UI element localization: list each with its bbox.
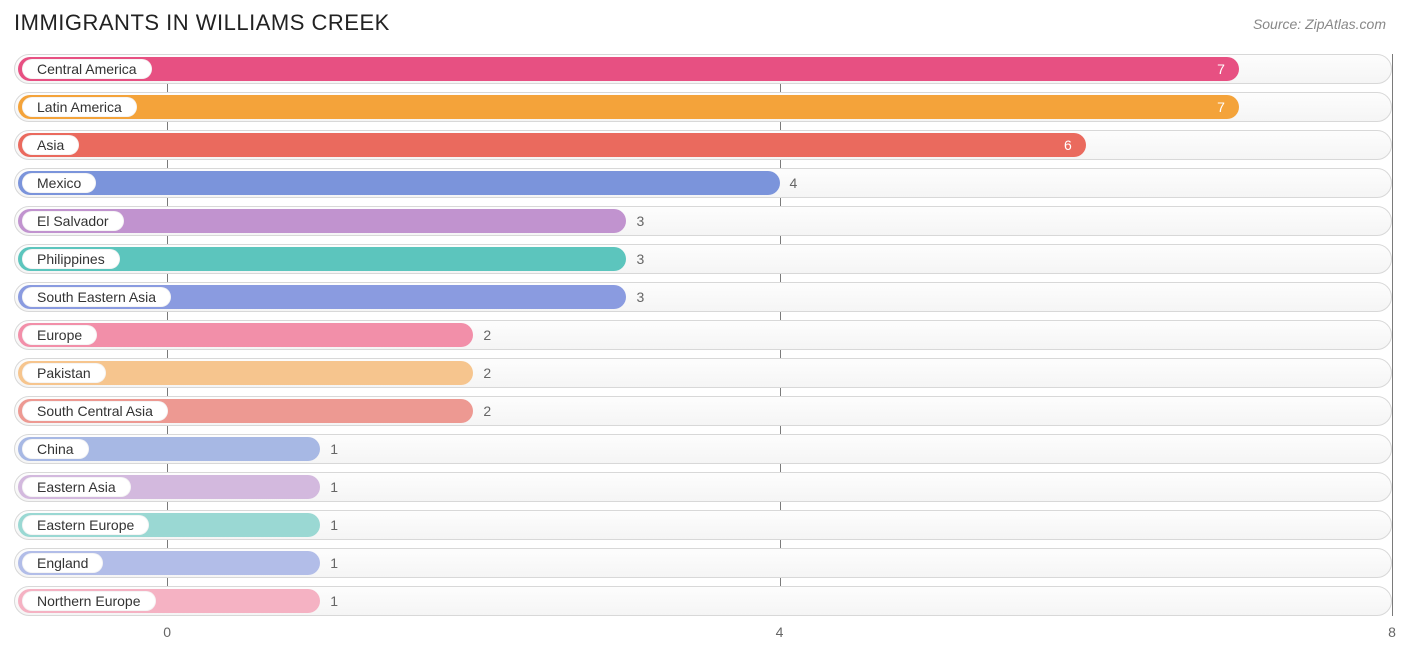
bar-value: 4	[790, 168, 798, 198]
bar-value: 1	[330, 548, 338, 578]
bar-value: 1	[330, 510, 338, 540]
bar-label: Latin America	[22, 97, 137, 117]
bar-row: Northern Europe 1	[14, 586, 1392, 616]
bar-fill	[18, 57, 1239, 81]
bar-row: China 1	[14, 434, 1392, 464]
bar-row: Latin America 7	[14, 92, 1392, 122]
bar-row: Eastern Europe 1	[14, 510, 1392, 540]
bar-value: 1	[330, 434, 338, 464]
bar-fill	[18, 171, 780, 195]
bar-row: Asia 6	[14, 130, 1392, 160]
x-tick: 8	[1388, 624, 1396, 640]
bar-label: Eastern Europe	[22, 515, 149, 535]
bar-row: England 1	[14, 548, 1392, 578]
bar-label: Pakistan	[22, 363, 106, 383]
bar-row: Central America 7	[14, 54, 1392, 84]
gridline	[1392, 54, 1393, 616]
bar-row: Mexico 4	[14, 168, 1392, 198]
x-axis: 048	[14, 624, 1392, 652]
bar-value: 3	[636, 282, 644, 312]
bar-value: 1	[330, 586, 338, 616]
bar-value: 2	[483, 320, 491, 350]
bar-label: South Eastern Asia	[22, 287, 171, 307]
bar-label: England	[22, 553, 103, 573]
bar-row: South Eastern Asia 3	[14, 282, 1392, 312]
bar-fill	[18, 133, 1086, 157]
bar-row: South Central Asia 2	[14, 396, 1392, 426]
bar-label: South Central Asia	[22, 401, 168, 421]
bar-value: 1	[330, 472, 338, 502]
bar-value: 7	[1217, 92, 1225, 122]
bar-row: Eastern Asia 1	[14, 472, 1392, 502]
bar-label: Central America	[22, 59, 152, 79]
x-tick: 4	[776, 624, 784, 640]
bar-value: 2	[483, 396, 491, 426]
bar-label: El Salvador	[22, 211, 124, 231]
chart-plot-area: Central America 7 Latin America 7 Asia 6 Mexic…	[14, 54, 1392, 616]
chart-title: IMMIGRANTS IN WILLIAMS CREEK	[14, 10, 390, 36]
chart-header: IMMIGRANTS IN WILLIAMS CREEK Source: Zip…	[0, 0, 1406, 36]
bar-row: Pakistan 2	[14, 358, 1392, 388]
bar-value: 6	[1064, 130, 1072, 160]
bar-label: Eastern Asia	[22, 477, 131, 497]
bar-value: 2	[483, 358, 491, 388]
x-tick: 0	[163, 624, 171, 640]
bar-row: Philippines 3	[14, 244, 1392, 274]
bar-fill	[18, 95, 1239, 119]
bar-value: 3	[636, 206, 644, 236]
bar-label: Asia	[22, 135, 79, 155]
bar-value: 3	[636, 244, 644, 274]
bar-value: 7	[1217, 54, 1225, 84]
bar-label: Philippines	[22, 249, 120, 269]
bar-label: Northern Europe	[22, 591, 156, 611]
bar-label: Mexico	[22, 173, 96, 193]
bar-row: Europe 2	[14, 320, 1392, 350]
bar-label: China	[22, 439, 89, 459]
bar-label: Europe	[22, 325, 97, 345]
bar-row: El Salvador 3	[14, 206, 1392, 236]
chart-source: Source: ZipAtlas.com	[1253, 10, 1386, 32]
